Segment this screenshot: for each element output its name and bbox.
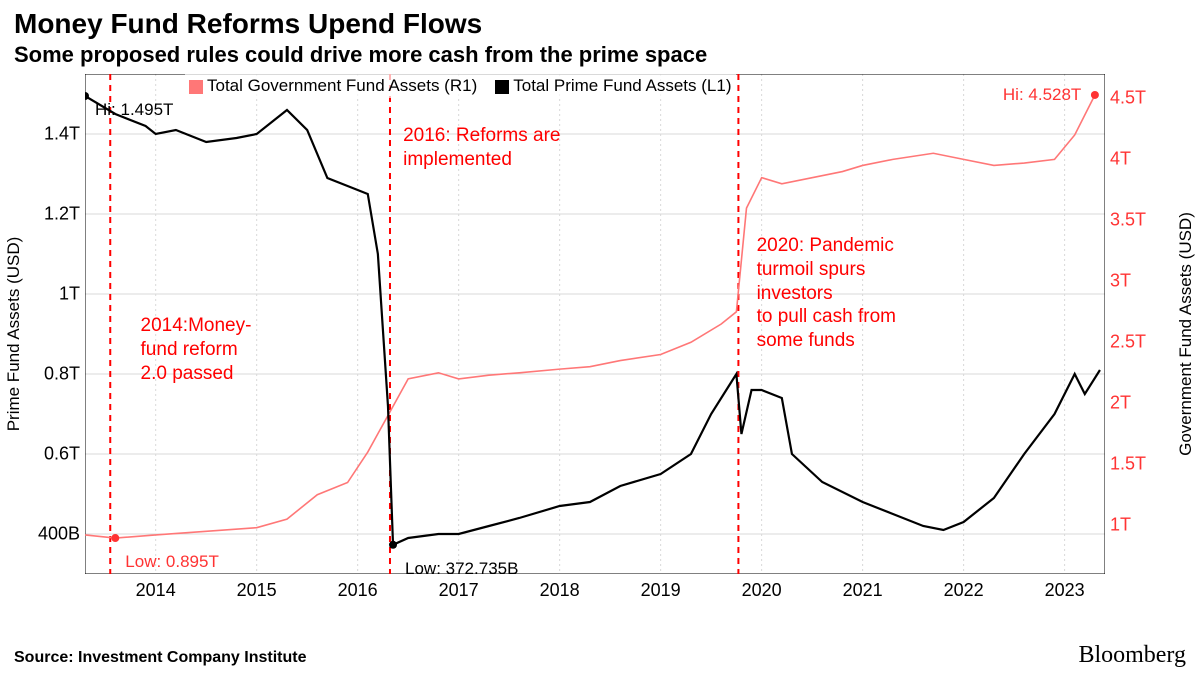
x-tick-label: 2017 — [439, 580, 479, 601]
annotation: 2016: Reforms are implemented — [403, 124, 560, 172]
x-tick-label: 2021 — [843, 580, 883, 601]
x-tick-label: 2015 — [237, 580, 277, 601]
y-right-tick-label: 4.5T — [1110, 88, 1146, 109]
right-axis-label: Government Fund Assets (USD) — [1176, 212, 1196, 456]
x-tick-label: 2016 — [338, 580, 378, 601]
legend-item: Total Government Fund Assets (R1) — [189, 76, 477, 96]
y-left-tick-label: 0.8T — [44, 364, 80, 385]
annotation: 2014:Money- fund reform 2.0 passed — [141, 314, 252, 385]
y-right-tick-label: 1.5T — [1110, 454, 1146, 475]
y-right-tick-label: 3.5T — [1110, 210, 1146, 231]
y-right-tick-label: 1T — [1110, 515, 1131, 536]
x-tick-label: 2014 — [136, 580, 176, 601]
chart-subtitle: Some proposed rules could drive more cas… — [0, 40, 1200, 74]
marker-label: Low: 0.895T — [125, 552, 219, 572]
y-left-tick-label: 1T — [59, 284, 80, 305]
marker-label: Low: 372.735B — [405, 559, 518, 579]
chart-title: Money Fund Reforms Upend Flows — [0, 0, 1200, 40]
plot-region: Total Government Fund Assets (R1) Total P… — [85, 74, 1105, 574]
x-tick-label: 2022 — [944, 580, 984, 601]
legend-swatch — [189, 80, 203, 94]
y-left-tick-label: 0.6T — [44, 444, 80, 465]
y-right-tick-label: 3T — [1110, 271, 1131, 292]
y-right-tick-label: 2.5T — [1110, 332, 1146, 353]
chart-area: Prime Fund Assets (USD) Government Fund … — [0, 74, 1200, 634]
y-right-tick-label: 2T — [1110, 393, 1131, 414]
left-axis-label: Prime Fund Assets (USD) — [4, 237, 24, 432]
annotation: 2020: Pandemic turmoil spurs investors t… — [757, 234, 896, 353]
marker-label: Hi: 1.495T — [95, 100, 173, 120]
x-tick-label: 2019 — [641, 580, 681, 601]
legend-swatch — [495, 80, 509, 94]
marker-label: Hi: 4.528T — [1003, 85, 1081, 105]
source-text: Source: Investment Company Institute — [14, 649, 307, 667]
legend: Total Government Fund Assets (R1) Total P… — [185, 74, 736, 98]
y-right-tick-label: 4T — [1110, 149, 1131, 170]
legend-item: Total Prime Fund Assets (L1) — [495, 76, 731, 96]
x-tick-label: 2023 — [1045, 580, 1085, 601]
y-left-tick-label: 1.2T — [44, 204, 80, 225]
brand-text: Bloomberg — [1078, 642, 1186, 669]
x-tick-label: 2018 — [540, 580, 580, 601]
x-tick-label: 2020 — [742, 580, 782, 601]
y-left-tick-label: 400B — [38, 524, 80, 545]
y-left-tick-label: 1.4T — [44, 124, 80, 145]
